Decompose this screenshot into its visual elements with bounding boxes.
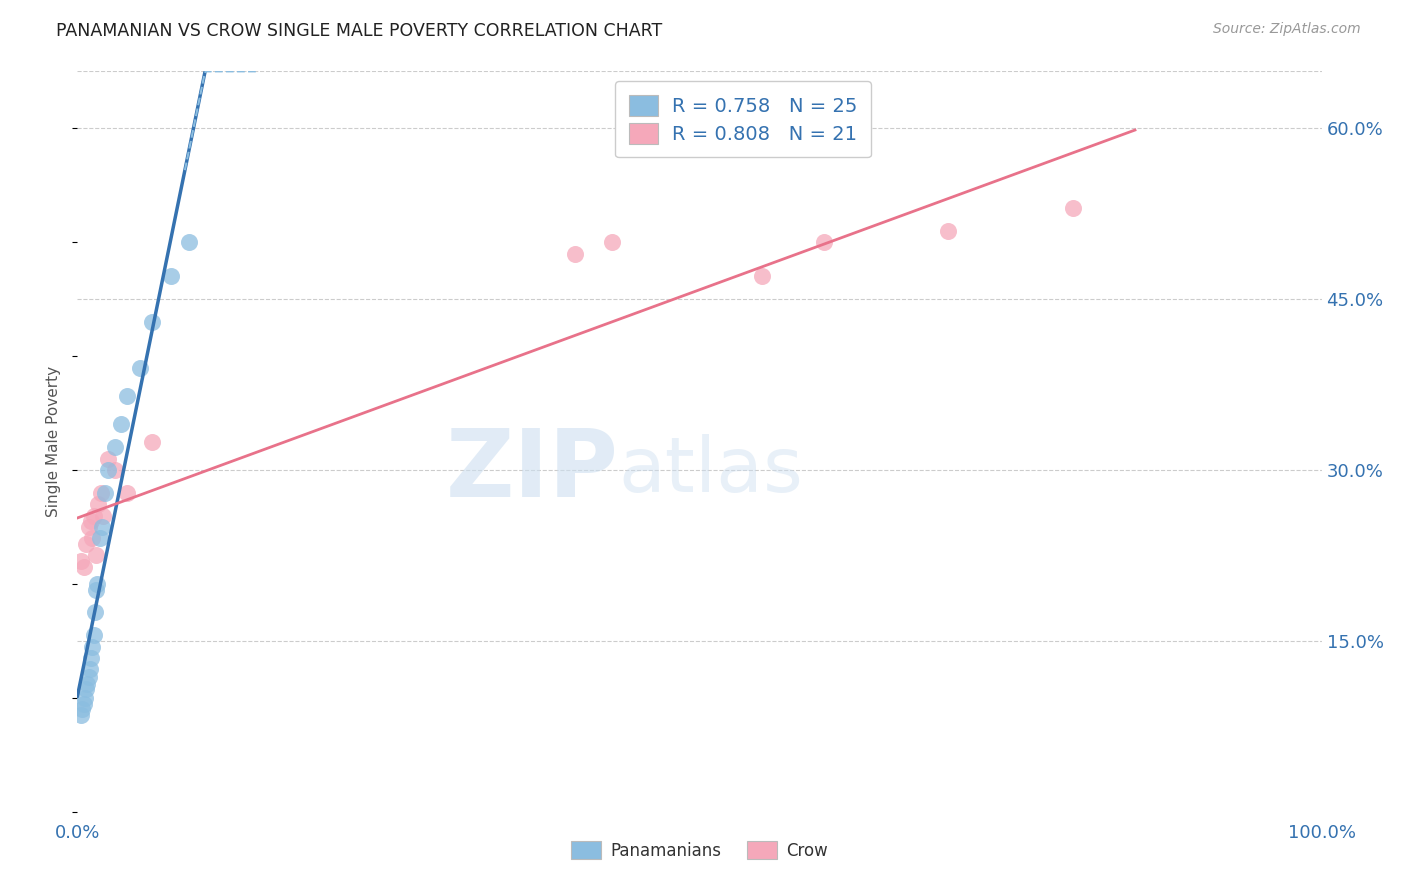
Point xyxy=(83,606,105,620)
Point xyxy=(77,520,100,534)
Point xyxy=(104,440,127,454)
Point xyxy=(938,224,960,238)
Point xyxy=(76,677,98,691)
Y-axis label: Single Male Poverty: Single Male Poverty xyxy=(46,366,62,517)
Point xyxy=(82,532,104,546)
Point xyxy=(91,520,114,534)
Point xyxy=(141,315,163,329)
Point xyxy=(77,670,100,684)
Point xyxy=(80,651,103,665)
Point xyxy=(93,485,115,500)
Point xyxy=(97,451,120,466)
Text: PANAMANIAN VS CROW SINGLE MALE POVERTY CORRELATION CHART: PANAMANIAN VS CROW SINGLE MALE POVERTY C… xyxy=(56,22,662,40)
Point xyxy=(70,554,93,568)
Point xyxy=(72,702,94,716)
Point xyxy=(813,235,835,250)
Point xyxy=(104,463,127,477)
Point xyxy=(115,485,138,500)
Point xyxy=(79,662,101,676)
Point xyxy=(159,269,181,284)
Point xyxy=(89,532,111,546)
Point xyxy=(751,269,773,284)
Point xyxy=(86,577,108,591)
Point xyxy=(82,640,104,654)
Point xyxy=(93,508,115,523)
Point xyxy=(1062,201,1084,215)
Point xyxy=(75,537,97,551)
Point xyxy=(179,235,201,250)
Point xyxy=(87,497,110,511)
Point xyxy=(83,508,105,523)
Text: ZIP: ZIP xyxy=(446,425,619,517)
Point xyxy=(70,707,93,722)
Text: Source: ZipAtlas.com: Source: ZipAtlas.com xyxy=(1213,22,1361,37)
Point xyxy=(141,434,163,449)
Legend: Panamanians, Crow: Panamanians, Crow xyxy=(564,835,835,866)
Point xyxy=(564,246,586,260)
Text: atlas: atlas xyxy=(619,434,803,508)
Point xyxy=(83,628,105,642)
Point xyxy=(72,559,94,574)
Point xyxy=(84,582,107,597)
Point xyxy=(73,690,96,705)
Point xyxy=(115,389,138,403)
Point xyxy=(80,514,103,528)
Point xyxy=(90,485,112,500)
Point xyxy=(97,463,120,477)
Point xyxy=(602,235,624,250)
Point xyxy=(128,360,150,375)
Point xyxy=(84,549,107,563)
Point xyxy=(72,697,94,711)
Point xyxy=(75,681,97,696)
Point xyxy=(110,417,132,432)
